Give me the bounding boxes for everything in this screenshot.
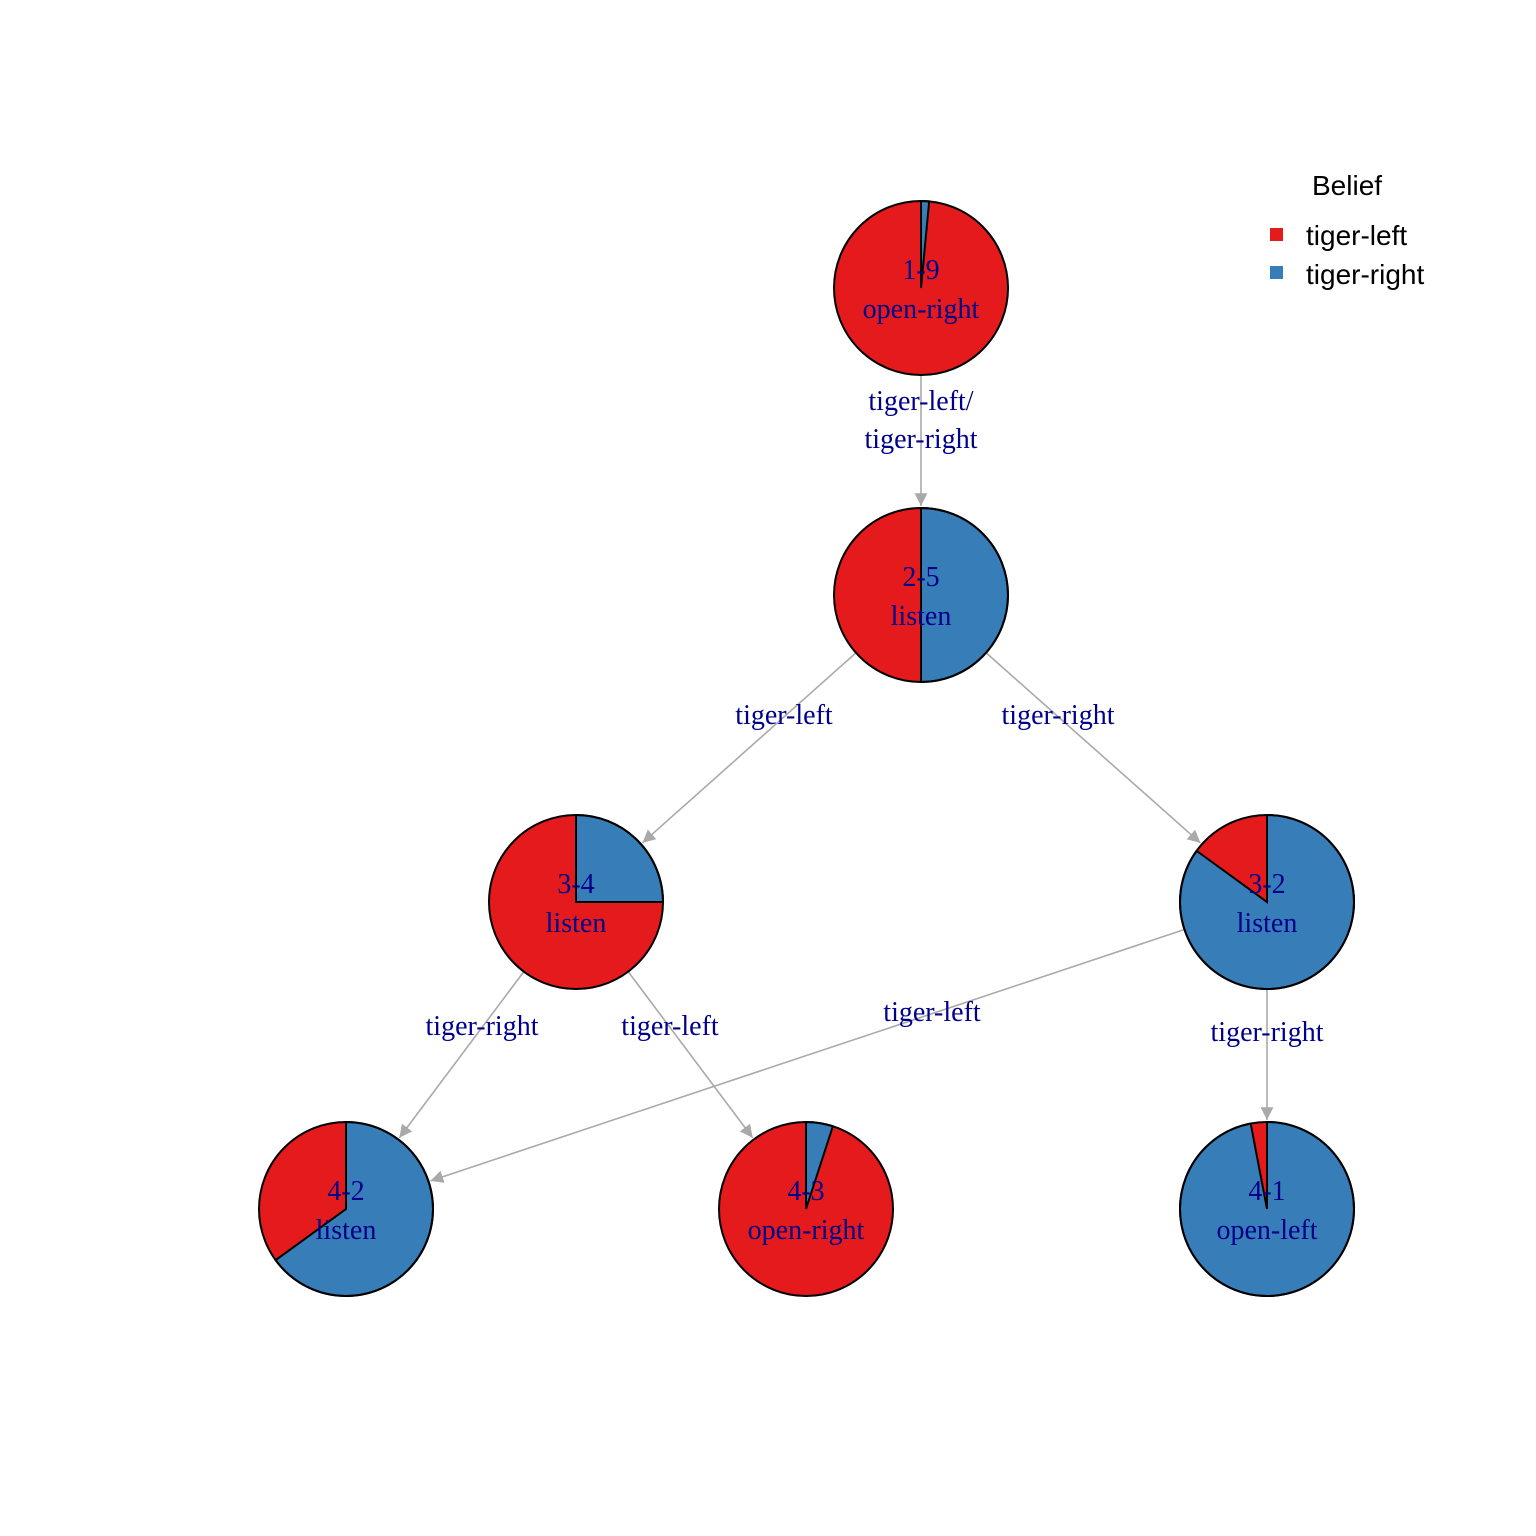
edge-label: tiger-right [1211, 1017, 1324, 1048]
edge-3-2-4-2 [430, 928, 1185, 1183]
node-action: listen [316, 1215, 377, 1246]
node-outline [1179, 1121, 1355, 1297]
edge-3-4-4-2 [398, 971, 525, 1139]
node-2-5[interactable]: 2-5 listen [833, 506, 1009, 684]
legend-label-tiger-left: tiger-left [1306, 220, 1407, 251]
node-1-9[interactable]: 1-9 open-right [833, 199, 1009, 376]
edge-2-5-3-4 [641, 652, 857, 844]
node-action: open-right [748, 1215, 865, 1246]
legend-swatch-tiger-right [1270, 266, 1283, 279]
node-action: listen [1237, 908, 1298, 939]
edge-label: tiger-right [426, 1011, 539, 1042]
node-id: 2-5 [902, 562, 939, 593]
node-4-2[interactable]: 4-2 listen [258, 1120, 434, 1297]
legend-title: Belief [1312, 170, 1382, 201]
node-action: listen [546, 908, 607, 939]
node-id: 1-9 [902, 255, 939, 286]
node-4-1[interactable]: 4-1 open-left [1179, 1120, 1355, 1297]
edge-2-5-3-2 [985, 652, 1201, 844]
edge-3-4-4-3 [627, 971, 754, 1139]
node-4-3[interactable]: 4-3 open-right [718, 1120, 894, 1297]
node-outline [833, 507, 1009, 683]
legend-label-tiger-right: tiger-right [1306, 259, 1424, 290]
edge-label: tiger-right [865, 424, 978, 455]
node-action: open-right [863, 294, 980, 325]
edge-label: tiger-left [883, 997, 981, 1028]
node-outline [488, 814, 664, 990]
node-action: listen [891, 601, 952, 632]
edge-label: tiger-left [735, 700, 833, 731]
node-outline [1179, 814, 1355, 990]
node-outline [833, 200, 1009, 376]
node-outline [718, 1121, 894, 1297]
node-action: open-left [1216, 1215, 1317, 1246]
pie-slice-tiger-right [920, 506, 1009, 684]
edge-label: tiger-right [1002, 700, 1115, 731]
legend-swatch-tiger-left [1270, 228, 1283, 241]
node-id: 3-4 [557, 869, 594, 900]
node-outline [258, 1121, 434, 1297]
node-id: 4-3 [787, 1176, 824, 1207]
node-3-2[interactable]: 3-2 listen [1179, 813, 1355, 990]
legend: Belief tiger-left tiger-right [1270, 170, 1424, 290]
node-3-4[interactable]: 3-4 listen [488, 813, 665, 990]
node-id: 4-2 [327, 1176, 364, 1207]
node-id: 4-1 [1248, 1176, 1285, 1207]
node-id: 3-2 [1248, 869, 1285, 900]
edge-label: tiger-left/ [868, 386, 973, 417]
edge-label: tiger-left [621, 1011, 719, 1042]
